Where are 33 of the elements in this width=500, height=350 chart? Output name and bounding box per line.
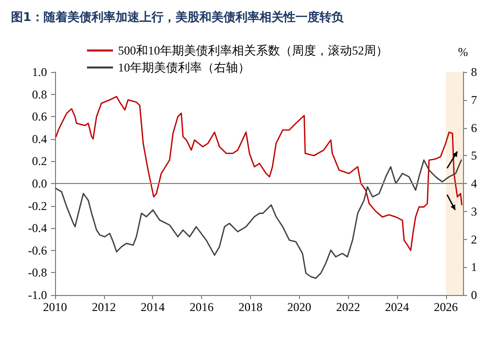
y2-tick-label: 1 xyxy=(471,260,477,274)
x-tick-label: 2022 xyxy=(336,300,360,314)
x-tick-label: 2020 xyxy=(287,300,312,314)
x-tick-label: 2024 xyxy=(385,300,410,314)
x-tick-label: 2012 xyxy=(92,300,116,314)
y2-tick-label: 2 xyxy=(471,232,477,246)
x-tick-label: 2010 xyxy=(43,300,67,314)
y-tick-label: 1.0 xyxy=(32,65,47,79)
legend-label: 500和10年期美债利率相关系数（周度，滚动52周） xyxy=(118,44,388,58)
y-tick-label: -0.4 xyxy=(28,221,47,236)
y-tick-label: -1.0 xyxy=(28,288,47,302)
y-tick-label: -0.8 xyxy=(28,266,47,280)
y-tick-label: 0.6 xyxy=(32,110,47,124)
y2-axis-title: % xyxy=(458,45,468,59)
chart-title: 图1：随着美债利率加速上行，美股和美债利率相关性一度转负 xyxy=(11,10,344,24)
x-tick-label: 2016 xyxy=(190,300,214,314)
y-tick-label: 0.0 xyxy=(32,176,47,190)
y2-tick-label: 6 xyxy=(471,120,477,135)
y-tick-label: -0.2 xyxy=(28,198,47,213)
y2-tick-label: 5 xyxy=(471,148,477,163)
legend-label: 10年期美债利率（右轴） xyxy=(118,60,250,74)
y2-tick-label: 7 xyxy=(471,92,477,107)
y2-tick-label: 0 xyxy=(471,288,477,302)
y2-tick-label: 8 xyxy=(471,65,477,79)
y-tick-label: 0.4 xyxy=(32,132,47,146)
y2-tick-label: 4 xyxy=(471,176,477,190)
x-tick-label: 2014 xyxy=(140,300,165,314)
y-tick-label: 0.8 xyxy=(32,87,47,102)
x-tick-label: 2026 xyxy=(434,300,458,314)
y-tick-label: -0.6 xyxy=(28,243,47,258)
y2-tick-label: 3 xyxy=(471,204,477,218)
x-tick-label: 2018 xyxy=(238,300,262,314)
y-tick-label: 0.2 xyxy=(32,154,47,168)
